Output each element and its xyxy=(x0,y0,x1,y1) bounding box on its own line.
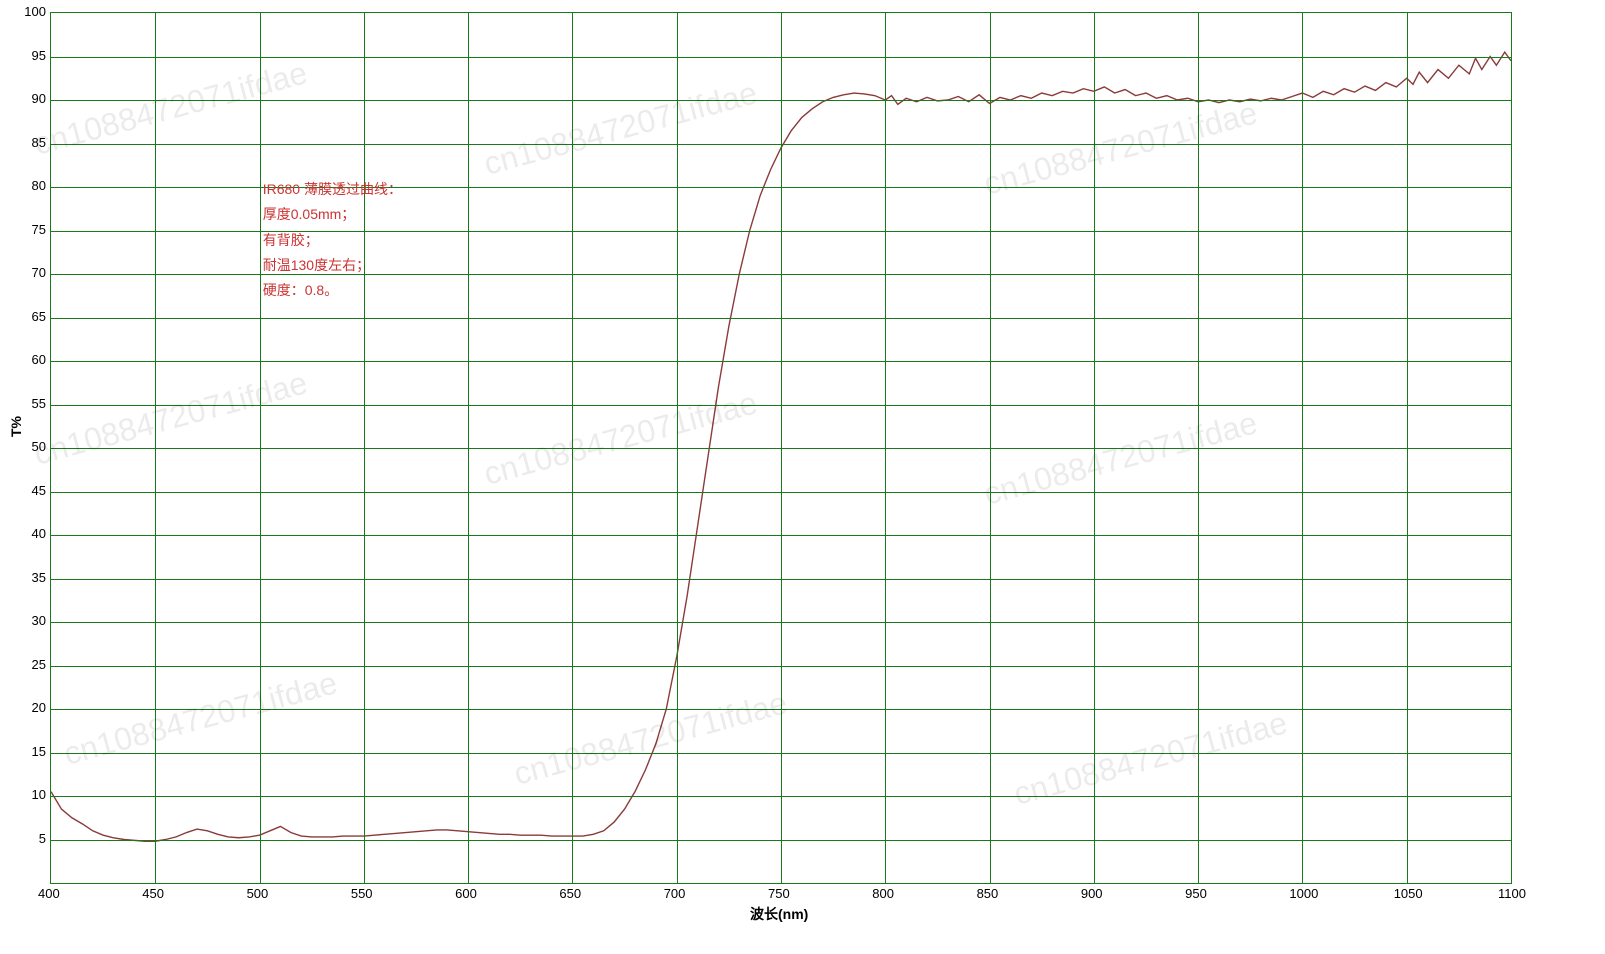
chart-annotation-box: IR680 薄膜透过曲线：厚度0.05mm；有背胶；耐温130度左右；硬度：0.… xyxy=(263,177,402,303)
x-tick-label: 800 xyxy=(872,886,894,901)
gridline-horizontal xyxy=(51,492,1511,493)
y-tick-label: 45 xyxy=(32,483,46,498)
y-tick-label: 95 xyxy=(32,48,46,63)
y-tick-label: 75 xyxy=(32,222,46,237)
x-tick-label: 850 xyxy=(977,886,999,901)
y-tick-label: 10 xyxy=(32,787,46,802)
x-tick-label: 550 xyxy=(351,886,373,901)
annotation-line: 耐温130度左右； xyxy=(263,253,402,278)
y-tick-label: 20 xyxy=(32,700,46,715)
y-tick-label: 60 xyxy=(32,352,46,367)
gridline-horizontal xyxy=(51,361,1511,362)
x-tick-label: 700 xyxy=(664,886,686,901)
y-tick-label: 40 xyxy=(32,526,46,541)
gridline-horizontal xyxy=(51,405,1511,406)
chart-plot-area xyxy=(50,12,1512,884)
y-tick-label: 85 xyxy=(32,135,46,150)
gridline-horizontal xyxy=(51,709,1511,710)
x-axis-label: 波长(nm) xyxy=(750,904,808,924)
gridline-horizontal xyxy=(51,448,1511,449)
y-tick-label: 100 xyxy=(24,4,46,19)
x-tick-label: 950 xyxy=(1185,886,1207,901)
x-tick-label: 1000 xyxy=(1289,886,1318,901)
gridline-horizontal xyxy=(51,622,1511,623)
x-tick-label: 900 xyxy=(1081,886,1103,901)
x-tick-label: 1100 xyxy=(1498,886,1526,901)
y-tick-label: 50 xyxy=(32,439,46,454)
x-tick-label: 500 xyxy=(247,886,269,901)
y-tick-label: 55 xyxy=(32,396,46,411)
y-tick-label: 5 xyxy=(39,831,46,846)
gridline-horizontal xyxy=(51,796,1511,797)
x-tick-label: 600 xyxy=(455,886,477,901)
y-axis-label: T% xyxy=(8,416,24,437)
y-tick-label: 80 xyxy=(32,178,46,193)
gridline-horizontal xyxy=(51,535,1511,536)
gridline-horizontal xyxy=(51,144,1511,145)
gridline-horizontal xyxy=(51,318,1511,319)
y-tick-label: 30 xyxy=(32,613,46,628)
x-tick-label: 400 xyxy=(38,886,60,901)
x-tick-label: 750 xyxy=(768,886,790,901)
gridline-horizontal xyxy=(51,100,1511,101)
y-tick-label: 90 xyxy=(32,91,46,106)
y-tick-label: 70 xyxy=(32,265,46,280)
gridline-horizontal xyxy=(51,840,1511,841)
gridline-horizontal xyxy=(51,753,1511,754)
annotation-line: 厚度0.05mm； xyxy=(263,202,402,227)
x-tick-label: 450 xyxy=(142,886,164,901)
gridline-horizontal xyxy=(51,666,1511,667)
y-tick-label: 35 xyxy=(32,570,46,585)
x-tick-label: 1050 xyxy=(1394,886,1423,901)
annotation-line: IR680 薄膜透过曲线： xyxy=(263,177,402,202)
annotation-line: 硬度：0.8。 xyxy=(263,278,402,303)
y-tick-label: 15 xyxy=(32,744,46,759)
gridline-horizontal xyxy=(51,579,1511,580)
annotation-line: 有背胶； xyxy=(263,228,402,253)
y-tick-label: 65 xyxy=(32,309,46,324)
gridline-horizontal xyxy=(51,57,1511,58)
y-tick-label: 25 xyxy=(32,657,46,672)
x-tick-label: 650 xyxy=(559,886,581,901)
